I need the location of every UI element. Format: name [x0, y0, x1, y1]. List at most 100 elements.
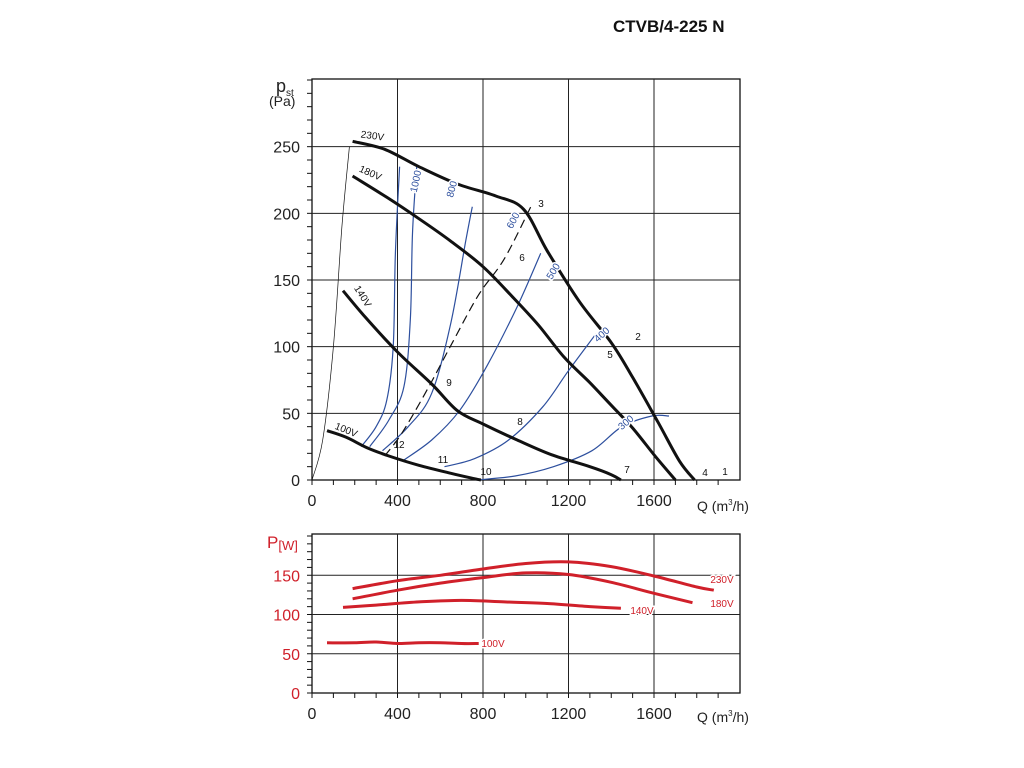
power-label-100V-halo: 100V: [481, 639, 505, 650]
x-tick-label: 1600: [636, 706, 672, 723]
pressure-y-axis-label: pst: [276, 76, 294, 99]
rpm-label-500-text: 500: [545, 261, 563, 281]
pressure-y-axis-unit: (Pa): [269, 93, 295, 109]
point-label-4: 4: [702, 468, 708, 479]
point-label-12-text: 12: [393, 440, 405, 451]
point-label-11: 11: [438, 455, 449, 466]
pressure-minor-ticks: [307, 79, 719, 485]
y-tick-label: 0: [291, 473, 300, 490]
power-curve-100V: [326, 640, 479, 646]
power-label-140V-halo: 140V: [630, 606, 654, 617]
x-tick-label: 1600: [636, 493, 672, 510]
x-tick-label: 400: [384, 493, 411, 510]
dashed-curve: [384, 203, 533, 457]
power-label-100V-text: 100V: [481, 639, 505, 650]
rpm-curve-500: [403, 253, 542, 461]
point-label-5: 5: [607, 350, 613, 361]
point-label-7-text: 7: [624, 465, 630, 476]
y-tick-label: 100: [273, 608, 300, 625]
point-label-12: 12: [393, 440, 405, 451]
fan-curve-230V: [352, 139, 696, 481]
y-tick-label: 150: [273, 273, 300, 290]
rpm-curve-1000: [360, 166, 401, 448]
y-tick-label: 250: [273, 140, 300, 157]
power-label-140V-text: 140V: [630, 606, 654, 617]
rpm-label-1000-text: 1000: [409, 169, 424, 193]
x-tick-label: 800: [470, 706, 497, 723]
power-curve-180V: [352, 571, 693, 605]
rpm-curve-400: [444, 332, 597, 468]
pressure-y-tick-labels: 0 50 100 150 200 250: [273, 140, 300, 490]
point-label-9-text: 9: [446, 378, 452, 389]
point-label-8-text: 8: [517, 417, 523, 428]
power-curve-230V: [352, 560, 715, 592]
point-label-6-text: 6: [519, 253, 525, 264]
x-tick-label: 400: [384, 706, 411, 723]
power-label-180V-text: 180V: [710, 599, 734, 610]
rpm-label-800-text: 800: [445, 179, 460, 198]
rpm-curve-800: [369, 166, 418, 448]
point-label-9: 9: [446, 378, 452, 389]
y-tick-label: 150: [273, 568, 300, 585]
point-label-5-text: 5: [607, 350, 613, 361]
power-curves: [326, 560, 715, 646]
x-tick-label: 0: [308, 493, 317, 510]
point-label-7: 7: [624, 465, 630, 476]
voltage-label-230V: 230V: [360, 129, 385, 143]
point-label-1: 1: [722, 467, 728, 478]
power-label-180V-halo: 180V: [710, 599, 734, 610]
fan-curve-100V: [326, 429, 482, 482]
y-tick-label: 0: [291, 686, 300, 703]
chart-title: CTVB/4-225 N: [613, 17, 724, 36]
pressure-curves: [311, 139, 696, 482]
point-label-11-text: 11: [438, 455, 449, 466]
x-tick-label: 1200: [551, 493, 587, 510]
rpm-curve-300: [476, 414, 670, 481]
y-tick-label: 50: [282, 406, 300, 423]
y-tick-label: 100: [273, 340, 300, 357]
plot-frame: [311, 533, 741, 694]
rpm-curve-600: [382, 206, 473, 452]
power-y-tick-labels: 0 50 100 150: [273, 568, 300, 703]
power-label-230V-halo: 230V: [710, 575, 734, 586]
y-tick-label: 200: [273, 206, 300, 223]
power-minor-ticks: [307, 535, 719, 698]
point-label-3-text: 3: [538, 199, 544, 210]
power-x-tick-labels: 0 400 800 1200 1600: [308, 706, 672, 723]
voltage-label-230V-text: 230V: [360, 129, 385, 143]
point-label-4-text: 4: [702, 468, 708, 479]
power-y-axis-label: P[W]: [267, 533, 298, 553]
point-label-2-text: 2: [635, 332, 641, 343]
power-x-axis-label: Q (m3/h): [697, 709, 749, 725]
system-curve: [311, 146, 350, 481]
point-label-6: 6: [519, 253, 525, 264]
pressure-x-tick-labels: 0 400 800 1200 1600: [308, 493, 672, 510]
point-label-1-text: 1: [722, 467, 728, 478]
y-tick-label: 50: [282, 647, 300, 664]
fan-curve-180V: [351, 174, 677, 481]
point-label-3: 3: [538, 199, 544, 210]
x-tick-label: 800: [470, 493, 497, 510]
point-label-2: 2: [635, 332, 641, 343]
x-tick-label: 0: [308, 706, 317, 723]
pressure-x-axis-label: Q (m3/h): [697, 498, 749, 514]
fan-curve-140V: [341, 289, 622, 482]
power-grid: [311, 533, 741, 694]
point-label-10-text: 10: [480, 467, 492, 478]
point-label-10: 10: [480, 467, 492, 478]
point-label-8: 8: [517, 417, 523, 428]
power-label-230V-text: 230V: [710, 575, 734, 586]
x-tick-label: 1200: [551, 706, 587, 723]
